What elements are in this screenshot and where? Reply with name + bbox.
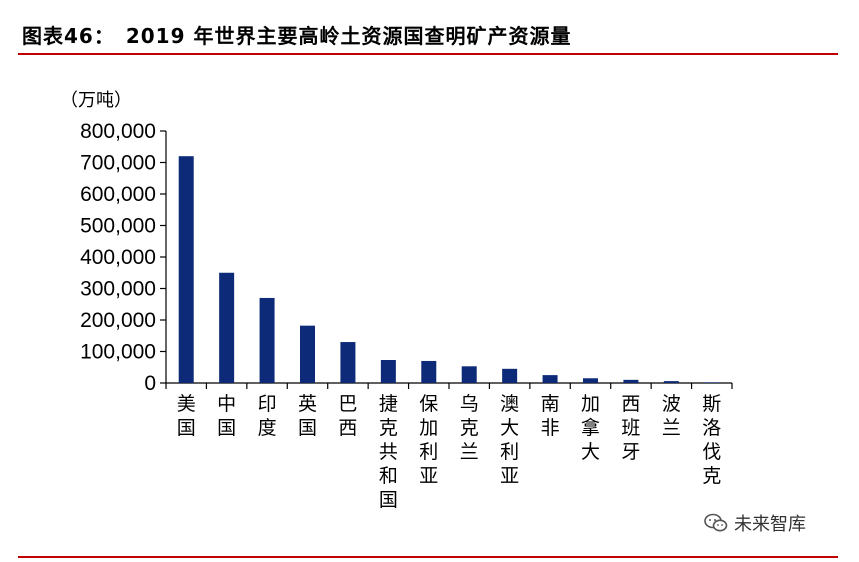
y-tick-label: 800,000 [80,120,156,143]
x-tick-label: 英国 [298,393,317,439]
x-tick-label: 巴西 [338,393,357,439]
x-tick-label: 斯洛伐克 [702,393,721,487]
bottom-divider [18,556,838,558]
y-tick-label: 300,000 [80,278,156,301]
bar [300,325,315,383]
bar [340,342,356,383]
x-tick-label: 加拿大 [581,393,600,463]
y-tick-label: 700,000 [80,152,156,175]
x-tick-label: 中国 [217,393,236,439]
bar [623,379,639,383]
bars [178,156,720,383]
bar [583,378,598,383]
bar [219,272,235,383]
bar [502,368,518,383]
y-tick-label: 0 [144,372,156,395]
bar [461,366,477,383]
y-tick-label: 500,000 [80,215,156,238]
x-tick-label: 美国 [177,393,196,439]
x-tick-label: 西班牙 [621,393,640,463]
x-tick-label: 保加利亚 [419,393,438,487]
x-tick-label: 捷克共和国 [379,393,398,511]
y-tick-label: 100,000 [80,341,156,364]
bar [380,360,396,383]
x-tick-label: 澳大利亚 [500,393,519,487]
page-title: 图表46： 2019 年世界主要高岭土资源国查明矿产资源量 [22,24,572,48]
bar [663,381,679,383]
chart-axes [160,130,733,389]
bar [259,297,275,383]
bar [178,156,194,383]
y-tick-label: 400,000 [80,246,156,269]
wechat-icon [704,513,728,532]
x-tick-label: 印度 [258,393,277,439]
x-tick-label: 乌克兰 [460,393,479,463]
y-tick-label: 200,000 [80,309,156,332]
watermark: 未来智库 [704,510,806,536]
y-tick-label: 600,000 [80,183,156,206]
bar [542,375,558,383]
bar [704,382,720,383]
y-unit-label: （万吨） [60,90,132,111]
x-tick-label: 波兰 [662,393,681,439]
bar [421,360,437,383]
top-divider [18,53,838,55]
x-tick-label: 南非 [541,393,560,439]
watermark-text: 未来智库 [734,514,806,535]
y-tick-labels: 0 100,000 200,000 300,000 400,000 500,000 600,… [80,120,156,395]
